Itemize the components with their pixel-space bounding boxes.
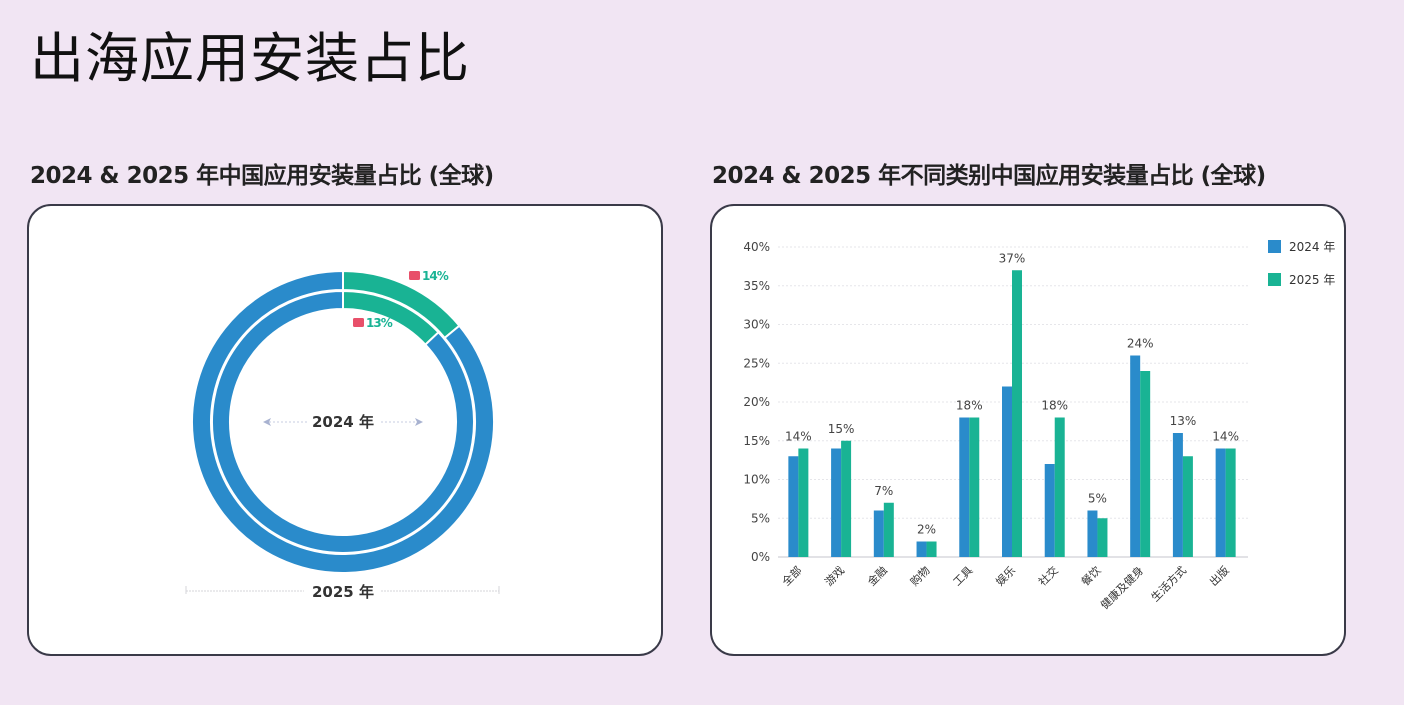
legend-item-2024[interactable]: 2024 年: [1268, 238, 1335, 255]
y-tick-label: 20%: [743, 395, 770, 409]
data-label: 5%: [1088, 492, 1107, 506]
y-tick-label: 5%: [751, 511, 770, 525]
data-label: 14%: [785, 430, 812, 444]
bar-chart-card: 0% 5% 10% 15% 20% 25% 30% 35% 40% 14% 全部 15% 游戏 7% 金融 2…: [710, 204, 1346, 656]
bar-group: 15% 游戏: [822, 422, 854, 589]
data-label: 2%: [917, 523, 936, 537]
y-tick-label: 35%: [743, 279, 770, 293]
bar-group: 14% 出版: [1206, 430, 1239, 589]
y-tick-label: 10%: [743, 473, 770, 487]
y-tick-label: 40%: [743, 240, 770, 254]
bar-group: 7% 金融: [864, 484, 894, 589]
bar-2025[interactable]: [1140, 371, 1151, 557]
bar-group: 2% 购物: [907, 523, 937, 589]
legend-label-2024: 2024 年: [1289, 240, 1336, 254]
svg-text:2024 年: 2024 年: [312, 413, 374, 431]
bar-2024[interactable]: [959, 417, 970, 558]
x-tick-label: 娱乐: [993, 563, 1018, 588]
bar-chart-title: 2024 & 2025 年不同类别中国应用安装量占比 (全球): [712, 163, 1266, 189]
bar-group: 13% 生活方式: [1148, 414, 1196, 604]
x-tick-label: 餐饮: [1078, 563, 1103, 588]
bar-2024[interactable]: [916, 541, 927, 558]
x-tick-label: 金融: [864, 563, 889, 588]
donut-outer-segment-1[interactable]: [191, 269, 495, 574]
donut-inner-segment-1[interactable]: [211, 289, 475, 554]
bar-2025[interactable]: [1182, 456, 1193, 557]
bar-2024[interactable]: [1130, 355, 1141, 558]
legend-swatch-2024: [1268, 240, 1281, 253]
data-label: 13%: [1170, 414, 1197, 428]
svg-text:13%: 13%: [366, 316, 393, 330]
x-tick-label: 生活方式: [1148, 563, 1189, 604]
arrow-right-icon: [415, 418, 423, 426]
bar-group: 24% 健康及健身: [1098, 337, 1154, 613]
data-label: 7%: [874, 484, 893, 498]
china-flag-icon: [409, 271, 420, 280]
svg-text:2025 年: 2025 年: [312, 583, 374, 601]
x-tick-label: 社交: [1035, 563, 1060, 588]
bar-chart: 0% 5% 10% 15% 20% 25% 30% 35% 40% 14% 全部 15% 游戏 7% 金融 2…: [743, 240, 1248, 613]
bar-2025[interactable]: [883, 502, 894, 557]
inner-value-label: 13%: [353, 316, 394, 330]
data-label: 15%: [828, 422, 855, 436]
svg-text:14%: 14%: [422, 269, 449, 283]
bar-2024[interactable]: [1087, 510, 1098, 558]
x-tick-label: 购物: [907, 563, 932, 588]
outer-ring-label: 2025 年: [185, 583, 500, 601]
x-tick-label: 全部: [779, 563, 804, 588]
y-tick-label: 30%: [743, 318, 770, 332]
bar-2025[interactable]: [841, 440, 852, 557]
legend-item-2025[interactable]: 2025 年: [1268, 271, 1335, 288]
bar-group: 18% 社交: [1035, 399, 1068, 589]
y-tick-label: 0%: [751, 550, 770, 564]
page-title: 出海应用安装占比: [30, 27, 470, 90]
data-label: 37%: [999, 251, 1026, 265]
arrow-left-icon: [263, 418, 271, 426]
data-label: 18%: [1041, 399, 1068, 413]
bar-2024[interactable]: [1002, 386, 1012, 558]
bar-2025[interactable]: [1054, 417, 1065, 558]
bar-2024[interactable]: [1215, 448, 1226, 558]
bar-2025[interactable]: [969, 417, 980, 558]
y-tick-label: 25%: [743, 356, 770, 370]
bar-group: 18% 工具: [951, 399, 983, 589]
legend-label-2025: 2025 年: [1289, 273, 1336, 287]
inner-ring-label: 2024 年: [263, 413, 423, 431]
bar-group: 5% 餐饮: [1078, 492, 1108, 589]
x-tick-label: 工具: [951, 564, 976, 589]
donut-chart-card: 14% 13% 2024 年 2025 年: [27, 204, 663, 656]
bar-2024[interactable]: [1044, 464, 1055, 557]
china-flag-icon: [353, 318, 364, 327]
bar-group: 37% 娱乐: [993, 251, 1026, 588]
bar-2024[interactable]: [831, 448, 842, 558]
bar-group: 14% 全部: [779, 430, 812, 589]
bar-2025[interactable]: [1225, 448, 1236, 558]
bar-2025[interactable]: [1012, 270, 1022, 557]
data-label: 18%: [956, 399, 983, 413]
bar-2024[interactable]: [788, 456, 799, 557]
y-tick-label: 15%: [743, 434, 770, 448]
donut-chart: 14% 13% 2024 年 2025 年: [185, 269, 500, 601]
donut-chart-title: 2024 & 2025 年中国应用安装量占比 (全球): [30, 163, 494, 189]
bar-2025[interactable]: [798, 448, 809, 558]
bar-2024[interactable]: [1172, 433, 1183, 557]
data-label: 14%: [1212, 430, 1239, 444]
chart-legend: 2024 年 2025 年: [1268, 238, 1335, 304]
bar-2025[interactable]: [926, 541, 937, 558]
data-label: 24%: [1127, 337, 1154, 351]
x-tick-label: 游戏: [822, 564, 847, 589]
x-tick-label: 出版: [1206, 563, 1231, 588]
legend-swatch-2025: [1268, 273, 1281, 286]
bar-2025[interactable]: [1097, 518, 1108, 557]
x-tick-label: 健康及健身: [1098, 563, 1147, 612]
outer-value-label: 14%: [409, 269, 450, 283]
bar-2024[interactable]: [873, 510, 884, 558]
